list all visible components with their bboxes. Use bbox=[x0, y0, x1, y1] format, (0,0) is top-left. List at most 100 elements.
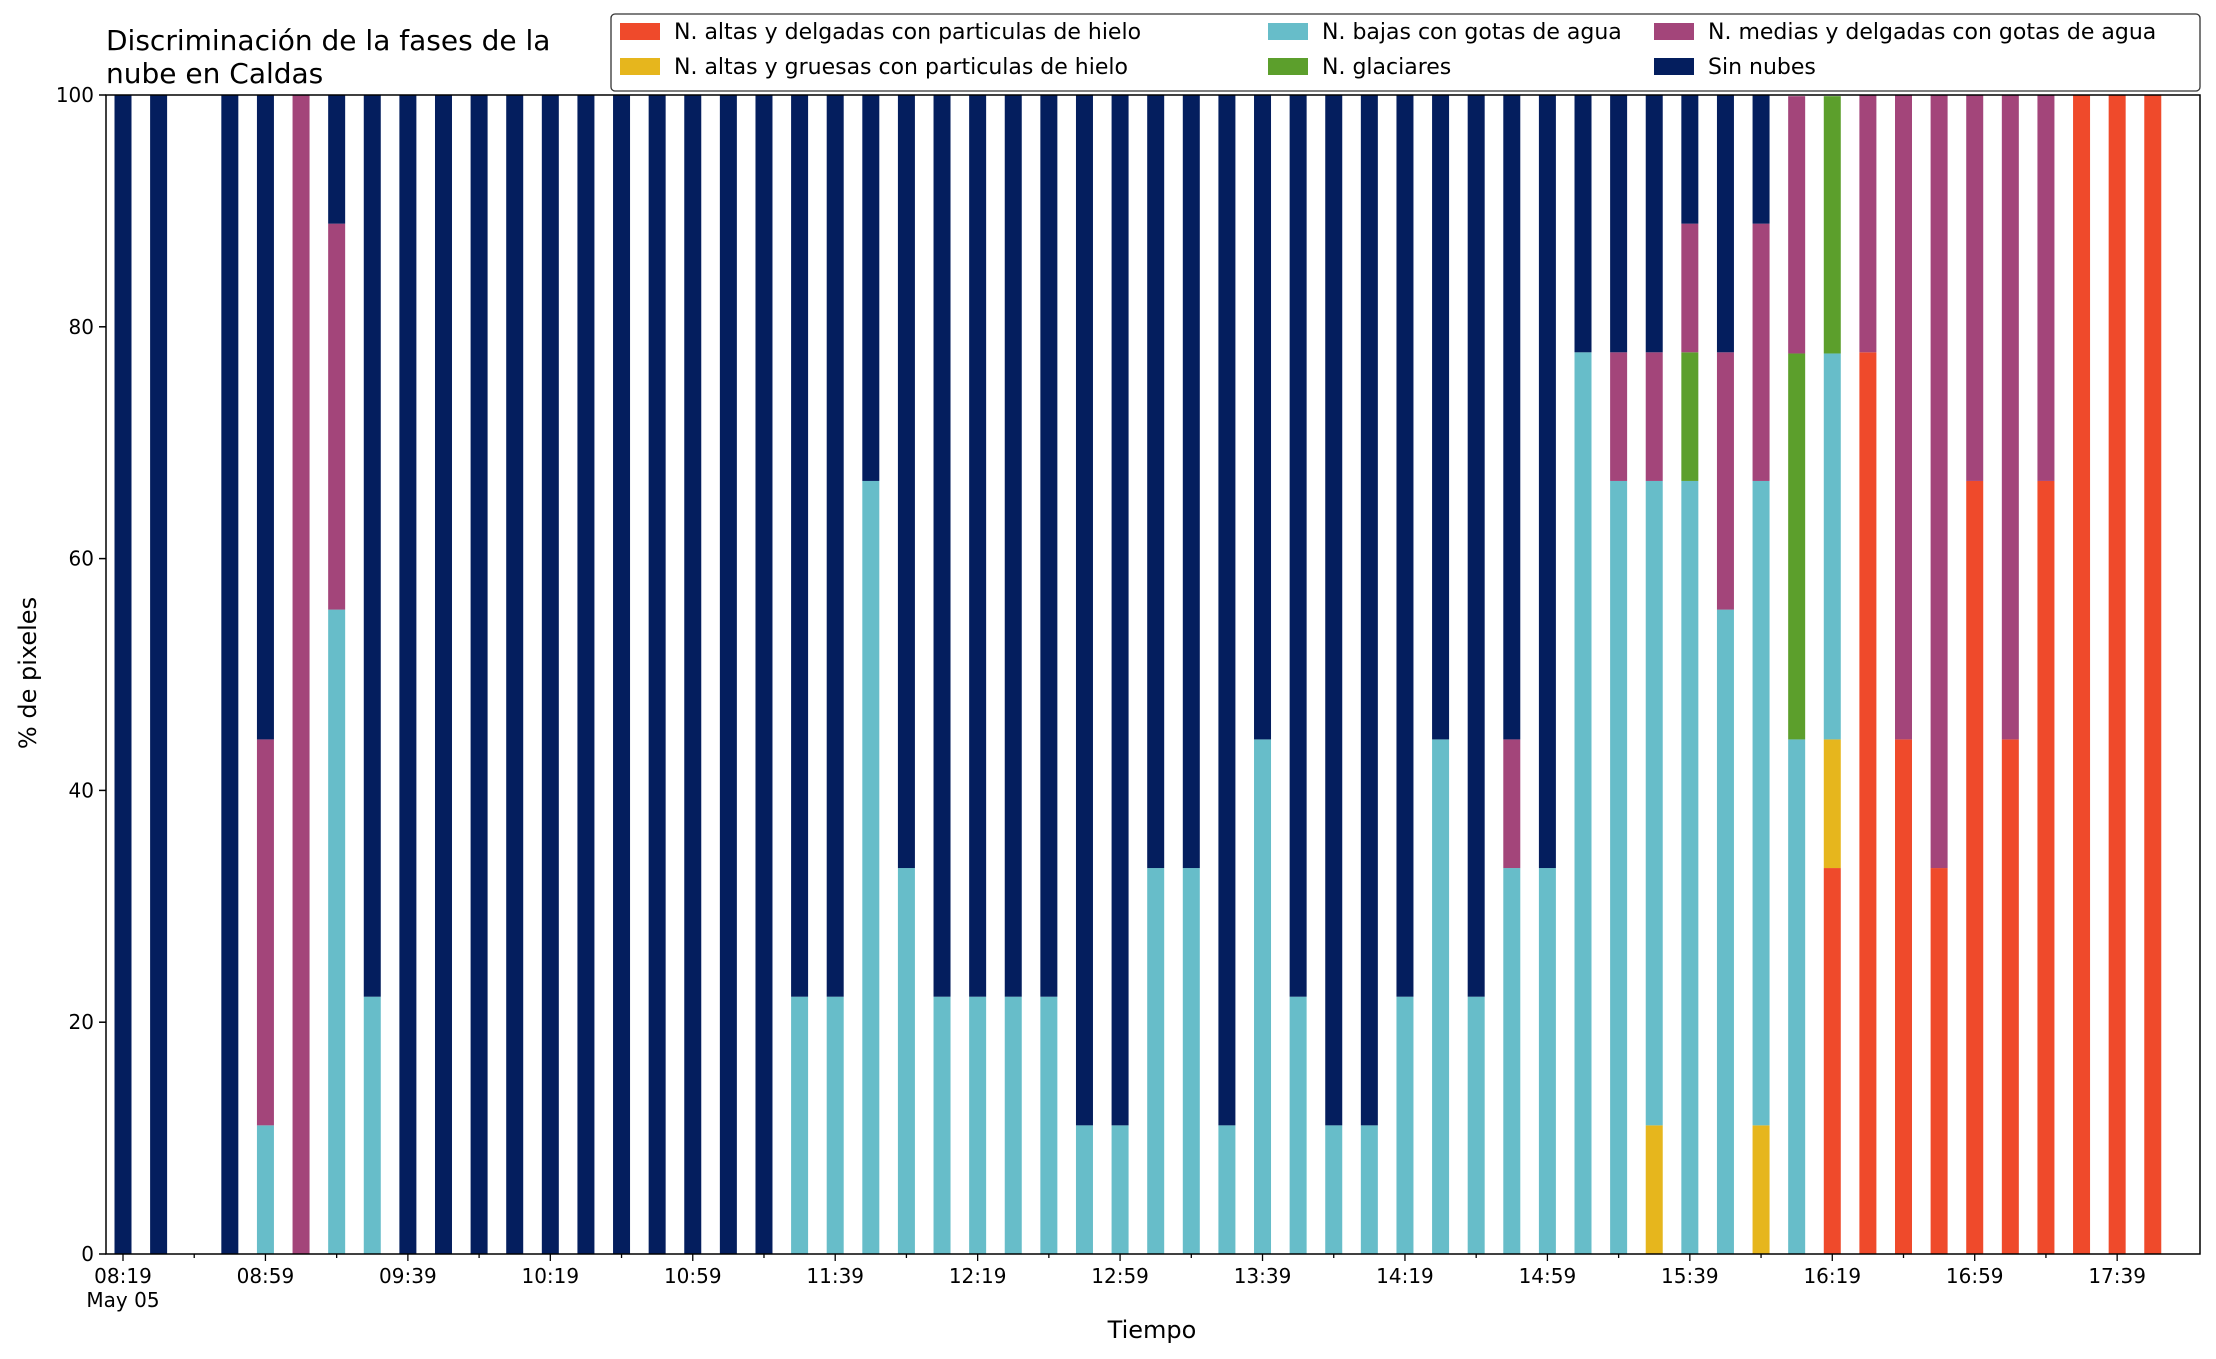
bar-segment-37-5 bbox=[1432, 95, 1450, 740]
bar-segment-6-4 bbox=[328, 223, 346, 610]
bar-segment-50-0 bbox=[1895, 739, 1912, 1254]
bar-segment-51-4 bbox=[1930, 95, 1948, 869]
bar-segment-34-2 bbox=[1325, 1125, 1343, 1254]
labels-layer: Discriminación de la fases de la nube en… bbox=[14, 24, 1196, 1344]
bar-segment-53-0 bbox=[2001, 739, 2019, 1254]
bar-segment-7-2 bbox=[363, 996, 381, 1254]
legend-swatch-3 bbox=[1268, 58, 1308, 75]
bar-segment-3-5 bbox=[221, 95, 239, 1254]
x-tick-label-2: 09:39 bbox=[379, 1264, 437, 1288]
x-tick-label-1: 08:59 bbox=[237, 1264, 295, 1288]
bar-segment-49-4 bbox=[1859, 95, 1877, 353]
bar-segment-18-5 bbox=[755, 95, 773, 1254]
bar-segment-0-5 bbox=[114, 95, 132, 1254]
bar-segment-23-5 bbox=[933, 95, 951, 997]
legend-swatch-4 bbox=[1654, 23, 1694, 40]
bar-segment-43-2 bbox=[1645, 480, 1663, 1126]
x-tick-label-8: 13:39 bbox=[1234, 1264, 1292, 1288]
bar-segment-22-2 bbox=[897, 868, 915, 1254]
legend-swatch-1 bbox=[620, 58, 660, 75]
bar-segment-15-5 bbox=[648, 95, 666, 1254]
legend-label-4: N. medias y delgadas con gotas de agua bbox=[1708, 20, 2156, 45]
bar-segment-45-5 bbox=[1716, 95, 1734, 353]
bar-segment-30-2 bbox=[1182, 868, 1200, 1254]
bar-segment-51-0 bbox=[1930, 868, 1948, 1254]
bar-segment-33-5 bbox=[1289, 95, 1307, 997]
bar-segment-21-5 bbox=[862, 95, 880, 481]
legend-box bbox=[610, 13, 2201, 92]
bar-segment-47-3 bbox=[1788, 353, 1806, 740]
bar-segment-4-5 bbox=[256, 95, 274, 740]
bar-segment-46-1 bbox=[1752, 1125, 1770, 1254]
bar-segment-6-2 bbox=[328, 609, 346, 1254]
chart-title-line-1: Discriminación de la fases de la bbox=[106, 24, 550, 57]
y-tick-label-2: 40 bbox=[69, 778, 94, 802]
x-tick-label-6: 12:19 bbox=[949, 1264, 1007, 1288]
bar-segment-35-2 bbox=[1360, 1125, 1378, 1254]
x-tick-label-5: 11:39 bbox=[806, 1264, 864, 1288]
x-tick-date-label: May 05 bbox=[86, 1288, 159, 1312]
plot-frame bbox=[105, 94, 2201, 1255]
bar-segment-32-2 bbox=[1254, 739, 1272, 1254]
bar-segment-48-2 bbox=[1823, 353, 1841, 740]
x-tick-label-12: 16:19 bbox=[1803, 1264, 1861, 1288]
bar-segment-43-1 bbox=[1645, 1125, 1663, 1254]
bar-segment-39-4 bbox=[1503, 739, 1521, 869]
bar-segment-13-5 bbox=[577, 95, 595, 1254]
bar-segment-23-2 bbox=[933, 996, 951, 1254]
bar-segment-39-5 bbox=[1503, 95, 1521, 740]
bar-segment-44-4 bbox=[1681, 223, 1699, 353]
bar-segment-29-5 bbox=[1147, 95, 1165, 869]
bar-segment-48-3 bbox=[1823, 96, 1841, 354]
legend-swatch-5 bbox=[1654, 58, 1694, 75]
bar-segment-4-4 bbox=[256, 739, 274, 1126]
bar-segment-35-5 bbox=[1360, 95, 1378, 1126]
bar-segment-7-5 bbox=[363, 95, 381, 997]
bar-segment-1-5 bbox=[150, 95, 168, 1254]
bar-segment-47-2 bbox=[1788, 739, 1806, 1254]
legend-label-0: N. altas y delgadas con particulas de hi… bbox=[674, 20, 1141, 45]
bar-segment-50-4 bbox=[1895, 95, 1912, 740]
bar-segment-39-2 bbox=[1503, 868, 1521, 1254]
x-tick-label-13: 16:59 bbox=[1946, 1264, 2004, 1288]
bar-segment-44-5 bbox=[1681, 95, 1699, 224]
bar-segment-27-5 bbox=[1075, 95, 1093, 1126]
bar-segment-52-4 bbox=[1966, 95, 1984, 481]
bar-segment-33-2 bbox=[1289, 996, 1307, 1254]
x-tick-label-10: 14:59 bbox=[1519, 1264, 1577, 1288]
bar-segment-28-5 bbox=[1111, 95, 1129, 1126]
bar-segment-42-5 bbox=[1610, 95, 1628, 353]
y-tick-label-1: 20 bbox=[69, 1010, 94, 1034]
bar-segment-26-2 bbox=[1040, 996, 1058, 1254]
y-tick-label-0: 0 bbox=[81, 1242, 94, 1266]
x-tick-label-9: 14:19 bbox=[1376, 1264, 1434, 1288]
legend-label-2: N. bajas con gotas de agua bbox=[1322, 20, 1622, 45]
bar-segment-48-1 bbox=[1823, 739, 1841, 869]
bar-segment-46-4 bbox=[1752, 223, 1770, 481]
bar-segment-24-2 bbox=[969, 996, 987, 1254]
bar-segment-12-5 bbox=[541, 95, 559, 1254]
x-tick-label-4: 10:59 bbox=[664, 1264, 722, 1288]
bar-segment-26-5 bbox=[1040, 95, 1058, 997]
x-tick-label-11: 15:39 bbox=[1661, 1264, 1719, 1288]
legend-label-3: N. glaciares bbox=[1322, 55, 1451, 80]
bar-segment-56-0 bbox=[2108, 95, 2126, 1254]
bar-segment-27-2 bbox=[1075, 1125, 1093, 1254]
legend-swatch-2 bbox=[1268, 23, 1308, 40]
bar-segment-38-2 bbox=[1467, 996, 1485, 1254]
bar-segment-19-5 bbox=[791, 95, 809, 997]
bar-segment-45-4 bbox=[1716, 352, 1734, 610]
bar-segment-21-2 bbox=[862, 480, 880, 1254]
bar-segment-9-5 bbox=[434, 95, 452, 1254]
bar-segment-20-2 bbox=[826, 996, 844, 1254]
y-tick-label-5: 100 bbox=[56, 83, 94, 107]
bar-segment-53-4 bbox=[2001, 95, 2019, 740]
bar-segment-10-5 bbox=[470, 95, 488, 1254]
bar-segment-44-3 bbox=[1681, 352, 1699, 481]
x-tick-label-14: 17:39 bbox=[2088, 1264, 2146, 1288]
bar-segment-36-5 bbox=[1396, 95, 1414, 997]
x-tick-label-3: 10:19 bbox=[521, 1264, 579, 1288]
y-tick-label-3: 60 bbox=[69, 547, 94, 571]
bar-segment-22-5 bbox=[897, 95, 915, 869]
